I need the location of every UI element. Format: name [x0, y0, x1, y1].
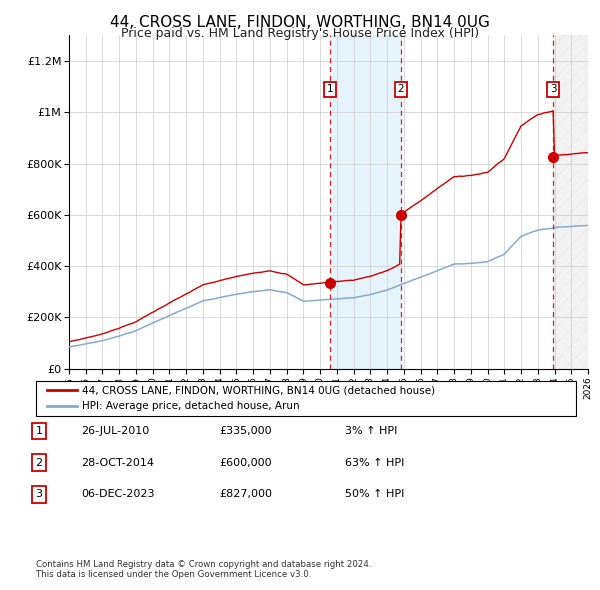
Text: Contains HM Land Registry data © Crown copyright and database right 2024.
This d: Contains HM Land Registry data © Crown c…	[36, 560, 371, 579]
Text: 26-JUL-2010: 26-JUL-2010	[81, 426, 149, 435]
Text: 44, CROSS LANE, FINDON, WORTHING, BN14 0UG (detached house): 44, CROSS LANE, FINDON, WORTHING, BN14 0…	[82, 385, 435, 395]
Text: 3: 3	[550, 84, 556, 94]
Text: HPI: Average price, detached house, Arun: HPI: Average price, detached house, Arun	[82, 401, 299, 411]
FancyBboxPatch shape	[36, 381, 576, 416]
Text: 1: 1	[326, 84, 333, 94]
Text: 1: 1	[35, 426, 43, 435]
Text: 28-OCT-2014: 28-OCT-2014	[81, 458, 154, 467]
Text: 3: 3	[35, 490, 43, 499]
Text: 2: 2	[35, 458, 43, 467]
Text: 2: 2	[398, 84, 404, 94]
Text: 06-DEC-2023: 06-DEC-2023	[81, 490, 155, 499]
Text: 63% ↑ HPI: 63% ↑ HPI	[345, 458, 404, 467]
Bar	[329, 35, 401, 369]
Text: Price paid vs. HM Land Registry's House Price Index (HPI): Price paid vs. HM Land Registry's House …	[121, 27, 479, 40]
Bar	[553, 35, 588, 369]
Text: £827,000: £827,000	[219, 490, 272, 499]
Text: 44, CROSS LANE, FINDON, WORTHING, BN14 0UG: 44, CROSS LANE, FINDON, WORTHING, BN14 0…	[110, 15, 490, 30]
Text: £600,000: £600,000	[219, 458, 272, 467]
Text: 3% ↑ HPI: 3% ↑ HPI	[345, 426, 397, 435]
Text: 50% ↑ HPI: 50% ↑ HPI	[345, 490, 404, 499]
Text: £335,000: £335,000	[219, 426, 272, 435]
